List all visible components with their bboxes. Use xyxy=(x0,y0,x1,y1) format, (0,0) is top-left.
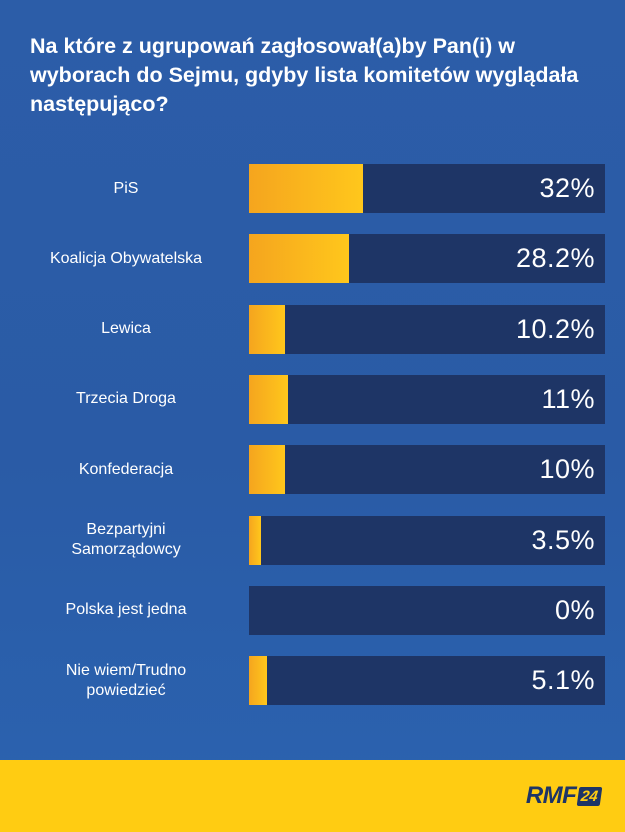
data-label: 11% xyxy=(541,383,595,414)
data-label: 0% xyxy=(554,594,595,625)
footer-band: RMF 24 xyxy=(0,760,625,832)
rmf24-logo: RMF 24 xyxy=(525,782,603,809)
data-label: 28.2% xyxy=(515,243,595,274)
category-label-text: Trzecia Droga xyxy=(76,390,176,408)
chart-title: Na które z ugrupowań zagłosował(a)by Pan… xyxy=(30,34,579,116)
category-label-text: Bezpartyjni Samorządowcy xyxy=(71,521,181,558)
bar-track: 28.2% xyxy=(249,234,605,284)
bar-chart: PiS 32% Koalicja Obywatelska 28.2% Lewica 10.… xyxy=(16,164,605,706)
category-label-text: Nie wiem/Trudno powiedzieć xyxy=(65,661,187,699)
category-label: Polska jest jedna xyxy=(16,586,236,635)
bar-track: 11% xyxy=(249,374,605,424)
category-label-text: Konfederacja xyxy=(78,460,174,478)
bar-track: 5.1% xyxy=(249,656,605,706)
bar-track: 3.5% xyxy=(249,515,605,565)
category-label-text: PiS xyxy=(113,179,139,197)
data-label: 3.5% xyxy=(531,524,595,555)
category-label-text: Koalicja Obywatelska xyxy=(49,249,203,267)
category-label: Konfederacja xyxy=(16,445,236,494)
bar xyxy=(249,304,286,354)
data-label: 5.1% xyxy=(531,665,595,696)
category-label: PiS xyxy=(16,164,236,213)
data-label: 10.2% xyxy=(515,313,595,344)
bar-track: 10% xyxy=(249,445,605,495)
category-label: Nie wiem/Trudno powiedzieć xyxy=(16,656,236,705)
category-label: Trzecia Droga xyxy=(16,375,236,424)
bar-track: 0% xyxy=(249,585,605,635)
category-label: Lewica xyxy=(16,305,236,354)
bar-track: 10.2% xyxy=(249,304,605,354)
category-label: Koalicja Obywatelska xyxy=(16,234,236,283)
logo-badge: 24 xyxy=(576,786,603,806)
bar xyxy=(249,374,289,424)
bar xyxy=(249,445,285,495)
category-label-text: Polska jest jedna xyxy=(65,601,187,619)
logo-text: RMF xyxy=(525,782,577,809)
bar xyxy=(249,656,268,706)
category-label-text: Lewica xyxy=(101,320,151,338)
data-label: 32% xyxy=(539,173,595,203)
category-label: Bezpartyjni Samorządowcy xyxy=(16,516,236,565)
bar-track: 32% xyxy=(249,164,605,213)
bar xyxy=(249,515,262,565)
data-label: 10% xyxy=(539,454,595,485)
bar xyxy=(249,164,363,213)
bar xyxy=(249,234,350,284)
